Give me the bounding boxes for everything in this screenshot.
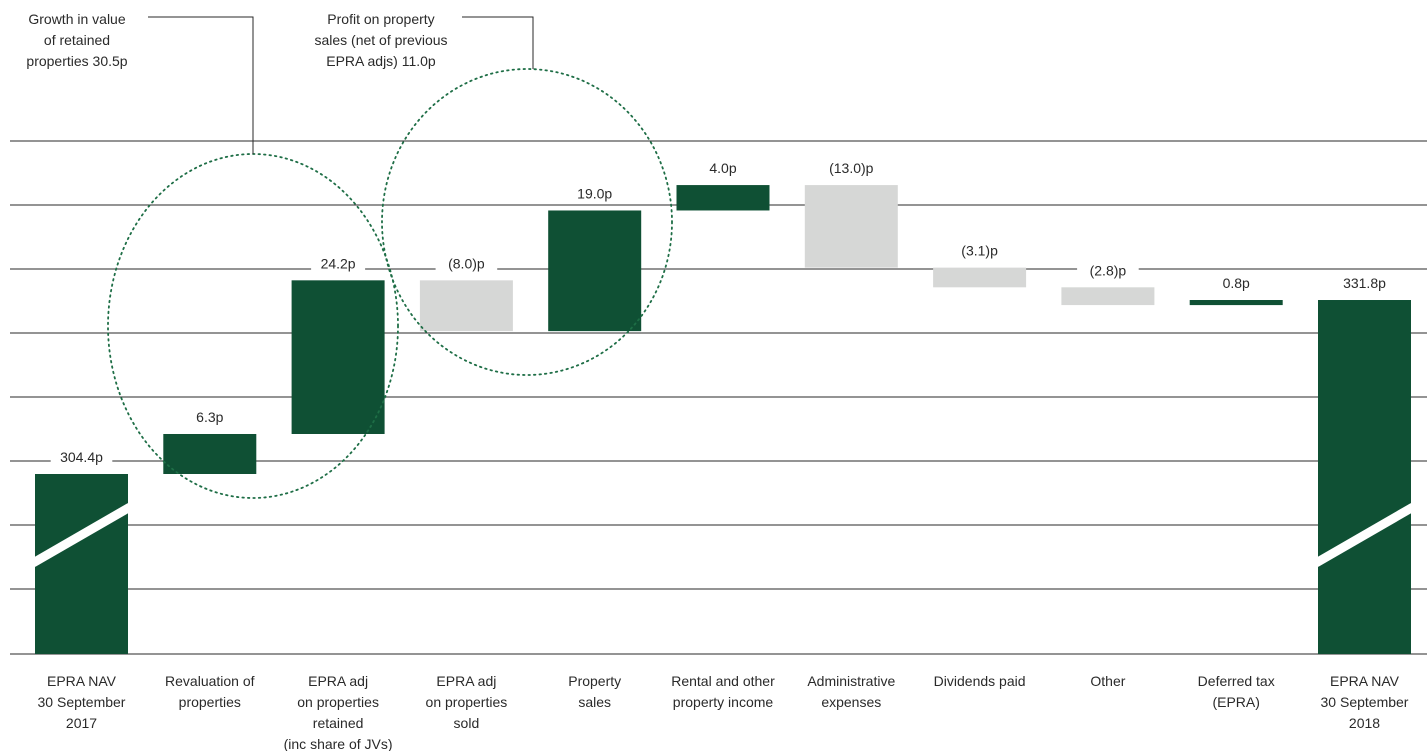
data-label-bg <box>816 159 886 179</box>
category-label: EPRA NAV <box>1330 673 1400 689</box>
category-label: sold <box>454 715 480 731</box>
data-label: 0.8p <box>1223 275 1250 291</box>
category-labels: EPRA NAV 30 September 2017 Revaluation of pr… <box>38 673 1409 751</box>
data-label-bg <box>50 448 113 467</box>
category-label: Property <box>568 673 621 689</box>
data-label: 6.3p <box>196 409 223 425</box>
data-label: 19.0p <box>577 185 612 201</box>
data-label-bg <box>186 407 233 427</box>
annotation-text: properties 30.5p <box>26 53 127 69</box>
category-label: EPRA NAV <box>47 673 117 689</box>
category-label: expenses <box>821 694 881 710</box>
data-label: 4.0p <box>709 160 736 176</box>
data-label: (2.8)p <box>1090 262 1127 278</box>
bar <box>35 474 128 654</box>
annotation-text: EPRA adjs) 11.0p <box>326 53 436 69</box>
category-label: retained <box>313 715 364 731</box>
category-label: 30 September <box>38 694 126 710</box>
data-label-bg <box>1077 261 1139 281</box>
data-label-bg <box>699 159 747 179</box>
data-label-bg <box>948 241 1011 261</box>
annotation-text: Growth in value <box>28 11 125 27</box>
annotation-text: sales (net of previous <box>314 32 447 48</box>
category-label: 30 September <box>1321 694 1409 710</box>
category-label: properties <box>179 694 241 710</box>
data-label: 331.8p <box>1343 275 1386 291</box>
category-label: on properties <box>297 694 379 710</box>
data-label-bg <box>567 184 622 204</box>
bar <box>163 433 257 474</box>
gridlines <box>10 140 1427 655</box>
annotations: Growth in value of retained properties 30.… <box>26 11 673 499</box>
bar <box>548 210 642 332</box>
category-label: property income <box>673 694 774 710</box>
category-label: (inc share of JVs) <box>284 736 393 751</box>
bar <box>1189 300 1283 306</box>
bar <box>1061 287 1155 306</box>
annotation-text: Profit on property <box>327 11 434 27</box>
category-label: Dividends paid <box>934 673 1026 689</box>
category-label: Rental and other <box>671 673 775 689</box>
bar <box>933 267 1027 288</box>
category-label: Administrative <box>807 673 895 689</box>
category-label: (EPRA) <box>1212 694 1259 710</box>
bar <box>804 185 898 268</box>
category-label: 2017 <box>66 715 97 731</box>
bar <box>291 280 385 434</box>
data-label-bg <box>1213 274 1260 294</box>
leader-line <box>148 16 254 154</box>
bar <box>676 185 770 211</box>
axis-break-mark <box>1313 503 1416 567</box>
data-label: (8.0)p <box>448 255 485 271</box>
data-label: (13.0)p <box>829 160 874 176</box>
category-label: EPRA adj <box>436 673 496 689</box>
category-label: EPRA adj <box>308 673 368 689</box>
bar <box>1318 300 1411 654</box>
category-label: sales <box>578 694 611 710</box>
data-label-bg <box>311 254 366 274</box>
annotation-text: of retained <box>44 32 110 48</box>
data-labels: 304.4p 6.3p 24.2p (8.0)p 19.0p 4.0p (13.0)p (3.… <box>50 159 1396 467</box>
bar <box>419 280 513 332</box>
dotted-circle <box>381 68 673 376</box>
category-label: Revaluation of <box>165 673 255 689</box>
data-label: 304.4p <box>60 449 103 465</box>
category-label: Other <box>1090 673 1125 689</box>
category-label: on properties <box>426 694 508 710</box>
data-label: 24.2p <box>321 255 356 271</box>
category-label: 2018 <box>1349 715 1380 731</box>
axis-break-mark <box>30 503 133 567</box>
data-label-bg <box>1333 274 1396 294</box>
leader-line <box>462 16 534 69</box>
data-label: (3.1)p <box>961 243 998 259</box>
data-label-bg <box>435 254 498 274</box>
bars <box>30 185 1416 654</box>
category-label: Deferred tax <box>1198 673 1275 689</box>
